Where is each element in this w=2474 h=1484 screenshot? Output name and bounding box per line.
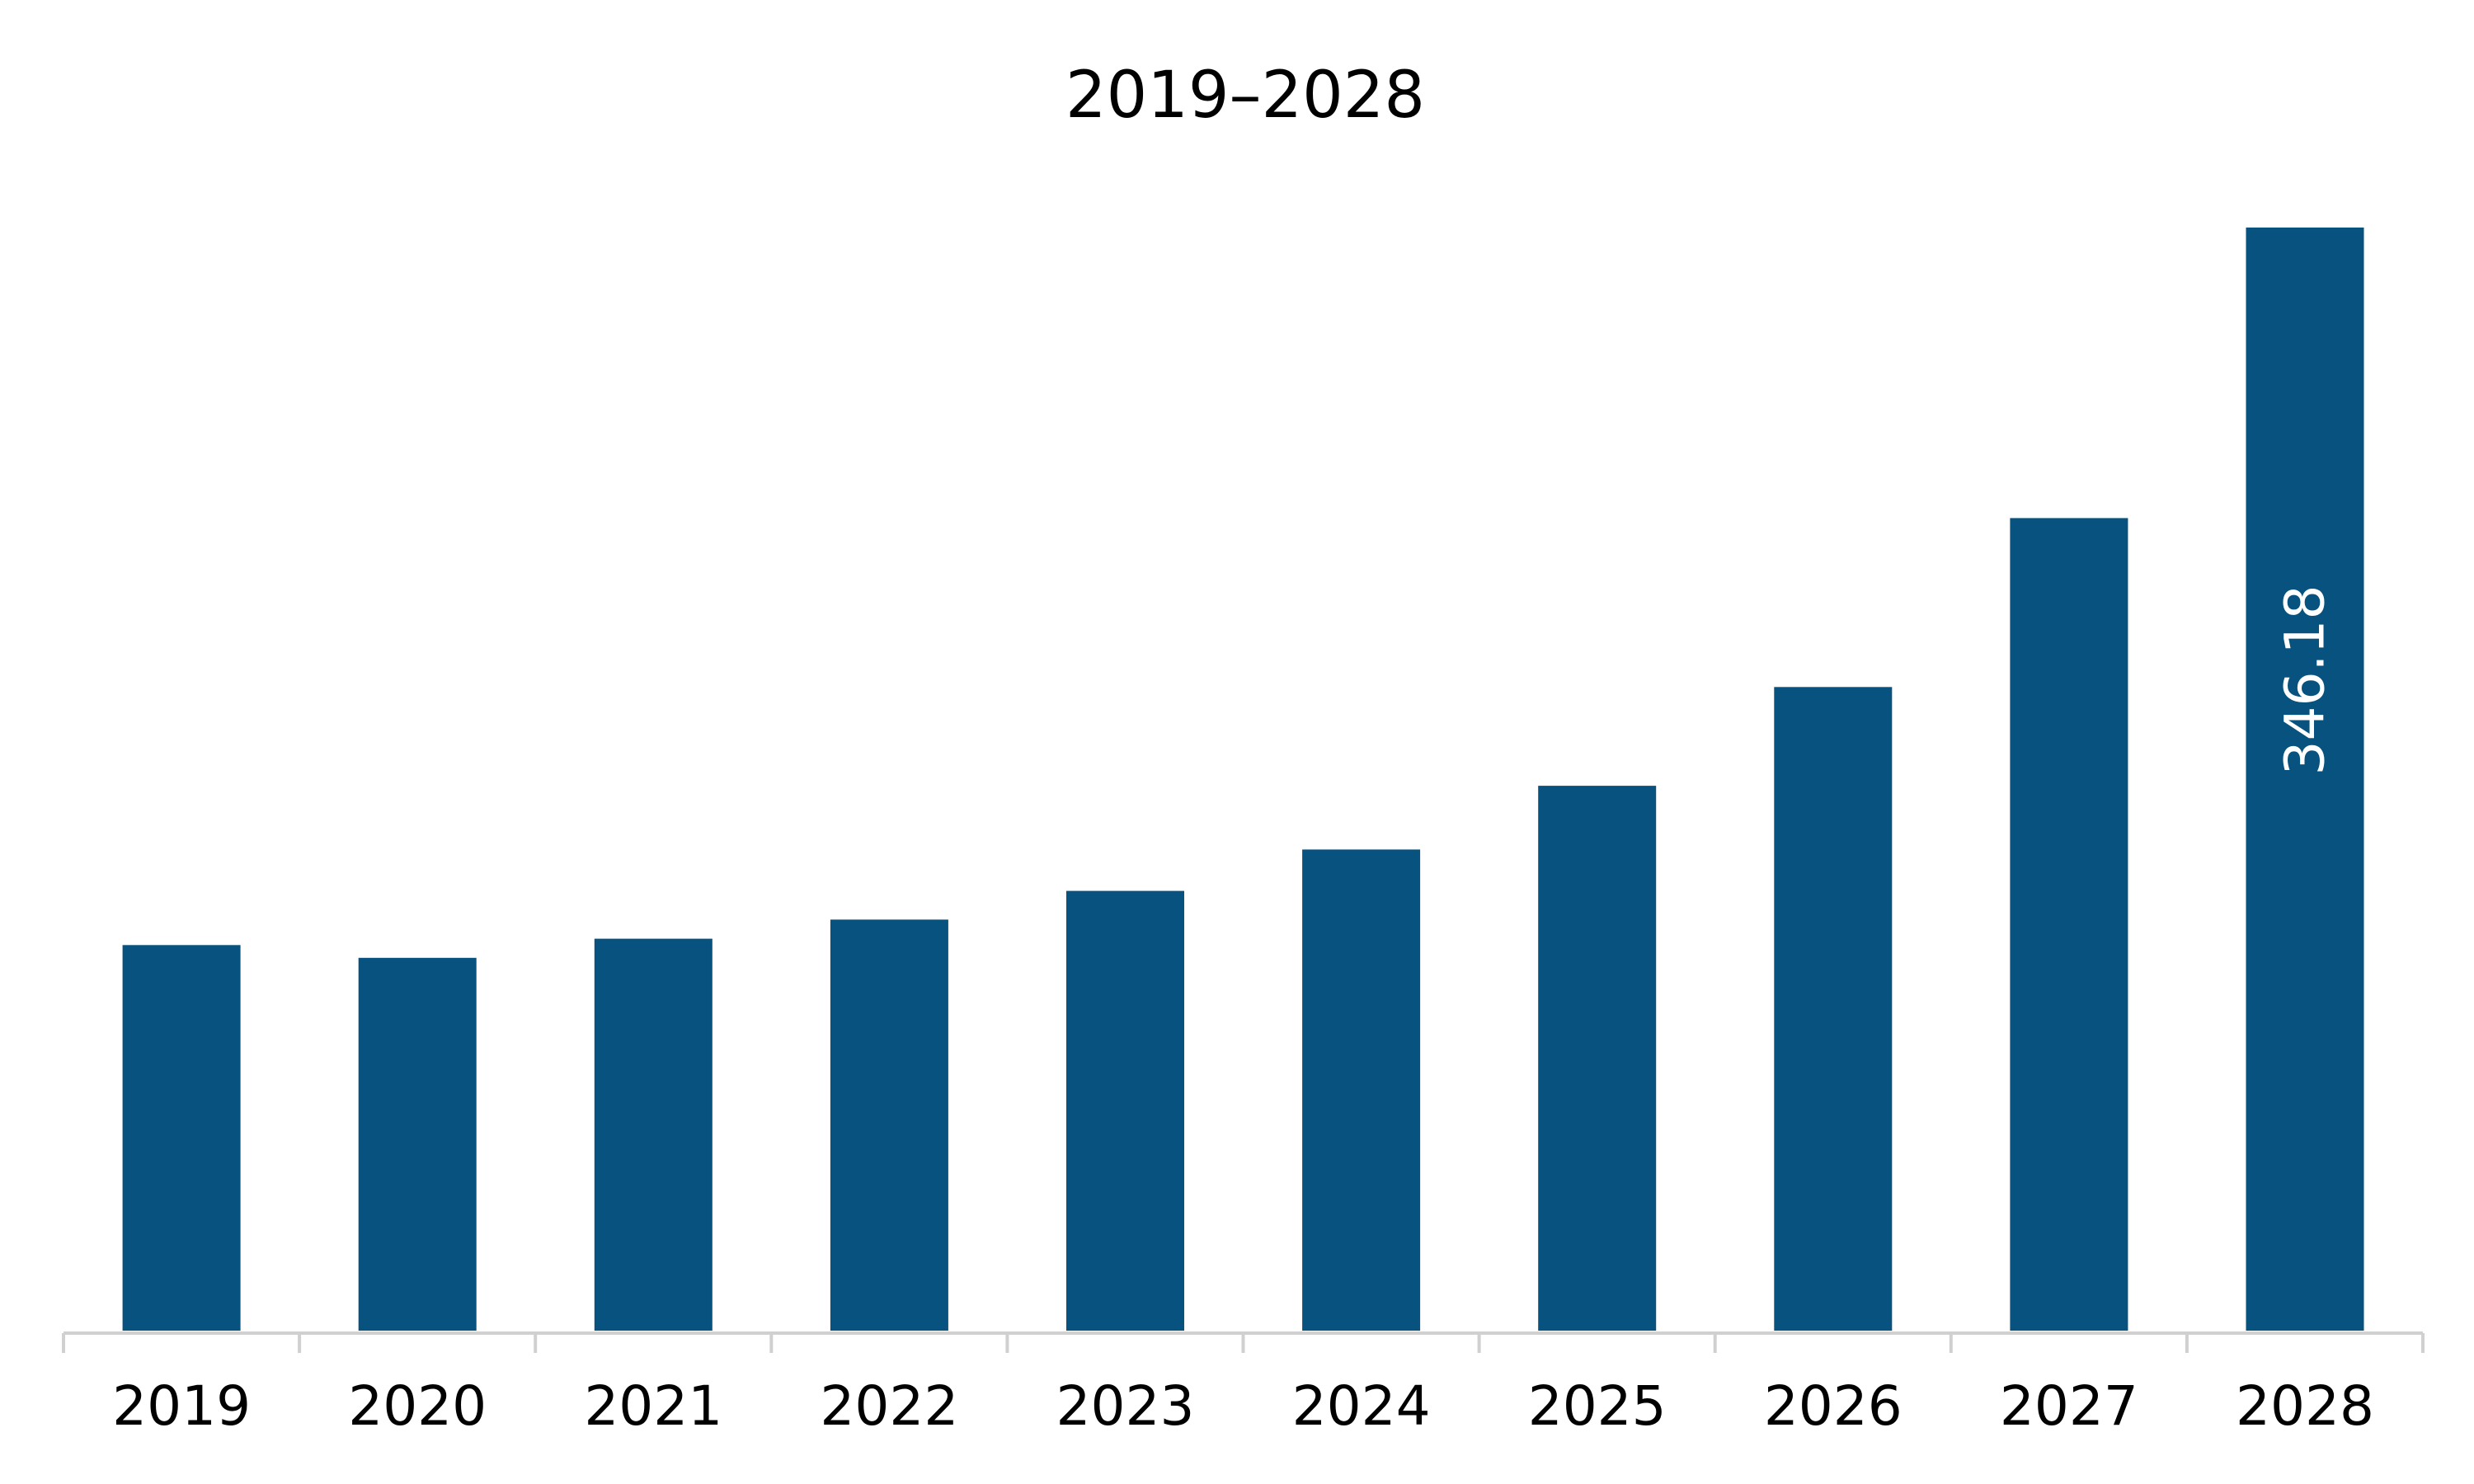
x-tick-label-2024: 2024 [1292,1374,1431,1438]
x-tick-label-2026: 2026 [1764,1374,1903,1438]
x-tick-label-2020: 2020 [348,1374,487,1438]
data-label-2028: 346.18 [2274,585,2337,776]
x-tick-label-2025: 2025 [1528,1374,1667,1438]
x-tick-label-2027: 2027 [2000,1374,2138,1438]
x-tick-label-2021: 2021 [584,1374,722,1438]
bars-group [122,228,2364,1331]
data-labels: 346.18 [2274,585,2337,776]
x-tick-labels: 2019 2020 2021 2022 2023 2024 2025 2026 2027 2028 [112,1374,2374,1438]
chart-title: 2019–2028 [1065,59,1425,133]
bar-2026 [1774,687,1893,1331]
bar-2023 [1066,890,1184,1331]
x-tick-label-2023: 2023 [1056,1374,1195,1438]
bar-2025 [1538,786,1657,1331]
bar-2022 [830,919,948,1331]
bar-2020 [358,957,477,1331]
bar-2019 [122,945,241,1331]
bar-2021 [594,938,713,1331]
bar-2027 [2010,518,2128,1331]
bar-2028 [2246,228,2364,1331]
x-tick-label-2019: 2019 [112,1374,251,1438]
x-tick-label-2022: 2022 [820,1374,958,1438]
bar-2024 [1302,849,1421,1331]
x-axis [62,1331,2425,1353]
x-tick-label-2028: 2028 [2236,1374,2374,1438]
